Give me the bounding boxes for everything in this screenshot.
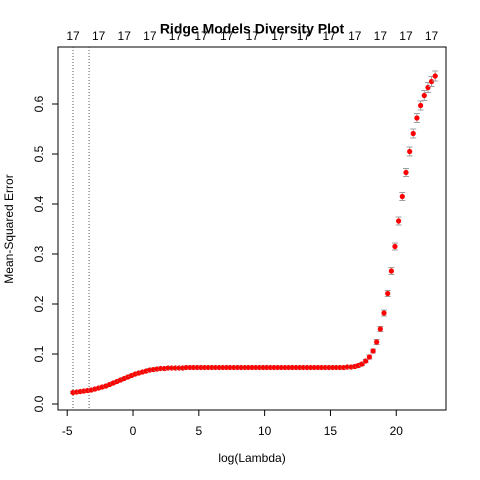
top-tick-label: 17 bbox=[297, 29, 311, 43]
top-tick-label: 17 bbox=[246, 29, 260, 43]
top-tick-label: 17 bbox=[118, 29, 132, 43]
top-tick-label: 17 bbox=[374, 29, 388, 43]
top-tick-label: 17 bbox=[194, 29, 208, 43]
x-tick-label: 15 bbox=[324, 424, 338, 438]
x-tick-label: 0 bbox=[130, 424, 137, 438]
y-tick-label: 0.3 bbox=[32, 245, 46, 262]
top-tick-label: 17 bbox=[66, 29, 80, 43]
y-tick-label: 0.1 bbox=[32, 345, 46, 362]
point bbox=[381, 310, 387, 316]
point bbox=[388, 268, 394, 274]
chart-title: Ridge Models Diversity Plot bbox=[160, 21, 345, 37]
point bbox=[396, 218, 402, 224]
top-tick-label: 17 bbox=[322, 29, 336, 43]
top-tick-label: 17 bbox=[169, 29, 183, 43]
point bbox=[374, 339, 380, 345]
top-tick-label: 17 bbox=[348, 29, 362, 43]
top-tick-label: 17 bbox=[399, 29, 413, 43]
top-tick-label: 17 bbox=[220, 29, 234, 43]
point bbox=[407, 148, 413, 155]
point bbox=[363, 358, 369, 364]
point bbox=[366, 354, 373, 360]
top-tick-label: 17 bbox=[271, 29, 285, 43]
top-tick-label: 17 bbox=[92, 29, 106, 43]
y-axis-label: Mean-Squared Error bbox=[2, 174, 16, 283]
x-tick-label: -5 bbox=[62, 424, 73, 438]
point bbox=[432, 73, 438, 79]
top-tick-label: 17 bbox=[143, 29, 157, 43]
y-tick-label: 0.0 bbox=[32, 395, 46, 412]
y-tick-label: 0.6 bbox=[32, 95, 46, 112]
point bbox=[377, 326, 383, 332]
x-tick-label: 10 bbox=[258, 424, 272, 438]
y-tick-label: 0.4 bbox=[32, 195, 46, 212]
point bbox=[425, 84, 431, 91]
point bbox=[385, 290, 391, 297]
point bbox=[399, 193, 405, 200]
point bbox=[370, 348, 376, 354]
point bbox=[414, 115, 420, 121]
point bbox=[410, 130, 416, 137]
y-tick-label: 0.5 bbox=[32, 145, 46, 162]
point bbox=[421, 92, 427, 99]
point bbox=[417, 102, 424, 109]
y-tick-label: 0.2 bbox=[32, 295, 46, 312]
x-axis-label: log(Lambda) bbox=[218, 451, 285, 465]
point bbox=[392, 243, 398, 250]
x-tick-label: 5 bbox=[195, 424, 202, 438]
top-tick-label: 17 bbox=[425, 29, 439, 43]
point bbox=[428, 78, 435, 85]
plot-frame bbox=[57, 46, 447, 411]
x-tick-label: 20 bbox=[390, 424, 404, 438]
point bbox=[403, 169, 409, 176]
